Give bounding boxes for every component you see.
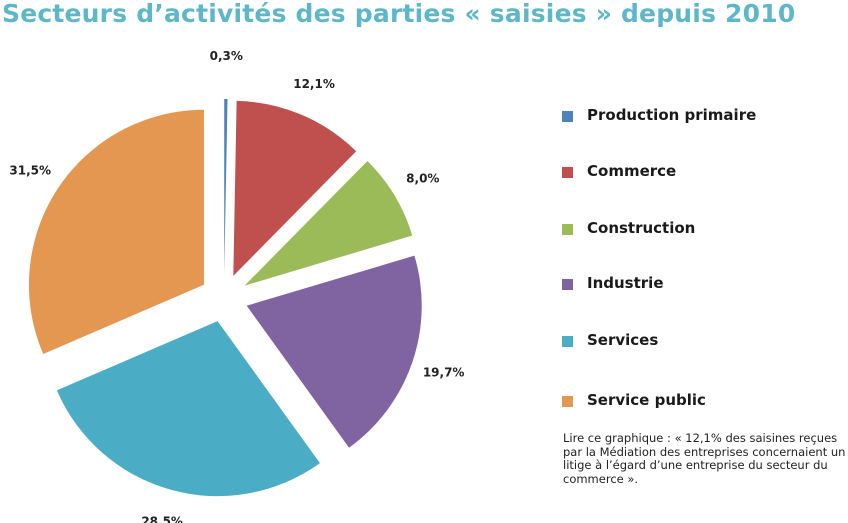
legend-swatch	[562, 167, 573, 178]
legend-label: Production primaire	[587, 106, 757, 124]
pie-slice-commerce	[233, 100, 357, 276]
legend-label: Industrie	[587, 274, 664, 292]
legend-label: Construction	[587, 219, 696, 237]
pie-slice-industrie	[246, 255, 422, 448]
reading-note: Lire ce graphique : « 12,1% des saisines…	[563, 431, 846, 486]
legend-label: Services	[587, 331, 659, 349]
legend-swatch	[562, 396, 573, 407]
data-label-services: 28,5%	[141, 515, 183, 523]
pie-slice-construction	[244, 161, 413, 286]
data-label-construction: 8,0%	[406, 171, 439, 185]
legend-swatch	[562, 279, 573, 290]
legend-swatch	[562, 111, 573, 122]
pie-slice-services	[56, 321, 320, 497]
pie-slice-production-primaire	[224, 99, 228, 275]
legend-label: Commerce	[587, 162, 677, 180]
data-label-commerce: 12,1%	[293, 77, 335, 91]
data-label-service-public: 31,5%	[9, 163, 51, 177]
legend-swatch	[562, 224, 573, 235]
legend-swatch	[562, 336, 573, 347]
data-label-industrie: 19,7%	[423, 366, 465, 380]
data-label-production-primaire: 0,3%	[210, 49, 243, 63]
pie-slice-service-public	[28, 109, 204, 354]
legend-label: Service public	[587, 391, 706, 409]
chart-title: Secteurs d’activités des parties « saisi…	[2, 0, 796, 28]
